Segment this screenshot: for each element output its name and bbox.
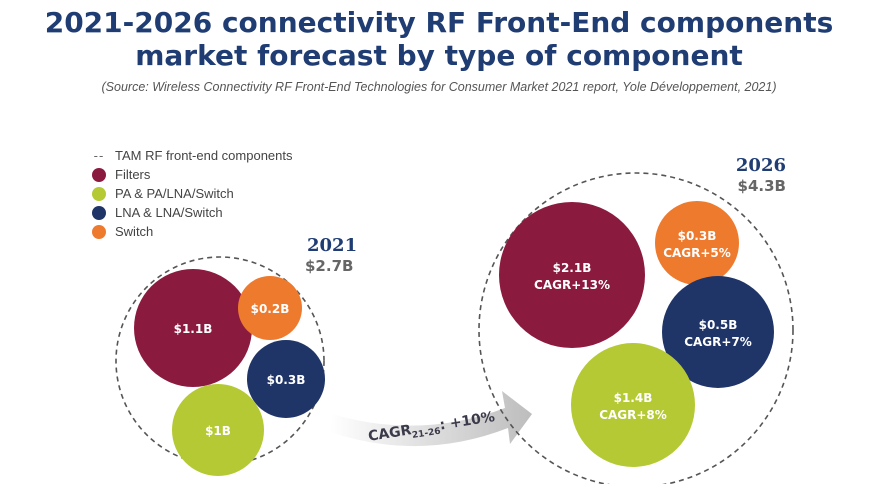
bubble-cagr-label: CAGR+8% <box>599 408 667 422</box>
bubble-value-label: $1.1B <box>174 322 213 336</box>
legend-item: Switch <box>92 222 293 241</box>
bubble-pa-pa-lna-switch <box>172 384 264 476</box>
cagr-arrow-shape <box>330 391 532 447</box>
bubble-lna-lna-switch <box>662 276 774 388</box>
legend-label: PA & PA/LNA/Switch <box>115 186 234 201</box>
year-label: 2021 <box>307 235 357 256</box>
legend-item: LNA & LNA/Switch <box>92 203 293 222</box>
bubble-value-label: $0.3B <box>267 373 306 387</box>
legend-label: LNA & LNA/Switch <box>115 205 223 220</box>
bubble-value-label: $0.3B <box>678 229 717 243</box>
bubble-value-label: $0.5B <box>699 318 738 332</box>
year-label: 2026 <box>736 155 786 176</box>
legend-label: Filters <box>115 167 151 182</box>
bubble-lna-lna-switch <box>247 340 325 418</box>
bubble-filters <box>499 202 645 348</box>
chart-title-line2: market forecast by type of component <box>135 39 743 72</box>
bubble-cagr-label: CAGR+5% <box>663 246 731 260</box>
bubble-value-label: $1B <box>205 424 231 438</box>
bubble-filters <box>134 269 252 387</box>
legend-label: Switch <box>115 224 154 239</box>
bubble-group-2021: 2021$2.7B $1.1B $0.2B $0.3B $1B <box>115 235 357 476</box>
bubble-cagr-label: CAGR+7% <box>684 335 752 349</box>
total-label: $4.3B <box>738 177 786 195</box>
legend-item: PA & PA/LNA/Switch <box>92 184 293 203</box>
tam-circle-2026 <box>478 172 794 484</box>
legend-item: Filters <box>92 165 293 184</box>
bubble-value-label: $1.4B <box>614 391 653 405</box>
legend-dot-marker <box>92 167 106 182</box>
legend-item: -- TAM RF front-end components <box>92 146 293 165</box>
bubble-switch <box>655 201 739 285</box>
bubble-value-label: $0.2B <box>251 302 290 316</box>
legend-dash-marker: -- <box>93 148 105 163</box>
bubble-value-label: $2.1B <box>553 261 592 275</box>
bubble-switch <box>238 276 302 340</box>
chart-title: 2021-2026 connectivity RF Front-End comp… <box>0 6 878 72</box>
source-note: (Source: Wireless Connectivity RF Front-… <box>101 80 777 94</box>
bubble-group-2026: 2026$4.3B $2.1B CAGR+13% $0.3B CAGR+5% $0.5B C… <box>478 155 794 484</box>
legend-dot-marker <box>92 205 106 220</box>
legend-dot-marker <box>92 224 106 239</box>
legend-label: TAM RF front-end components <box>115 148 293 163</box>
bubble-pa-pa-lna-switch <box>571 343 695 467</box>
bubble-cagr-label: CAGR+13% <box>534 278 610 292</box>
chart-title-line1: 2021-2026 connectivity RF Front-End comp… <box>44 6 834 39</box>
legend: -- TAM RF front-end components Filters PA &… <box>92 146 293 241</box>
legend-dot-marker <box>92 186 106 201</box>
total-label: $2.7B <box>305 257 353 275</box>
